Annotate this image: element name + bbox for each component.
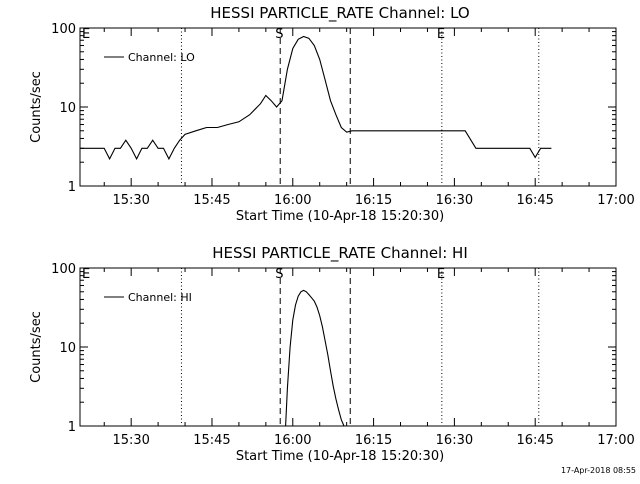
marker-label-e: E bbox=[437, 27, 445, 42]
chart-panel-2: HESSI PARTICLE_RATE Channel: HI 15:30 15:4… bbox=[29, 244, 635, 464]
y-tick-label: 10 bbox=[59, 341, 76, 356]
corner-marker-label: E bbox=[82, 267, 90, 282]
x-tick-label: 17:00 bbox=[597, 433, 634, 448]
x-tick-label: 16:00 bbox=[274, 193, 311, 208]
y-tick-label: 1 bbox=[68, 420, 76, 435]
corner-marker-label: E bbox=[82, 27, 90, 42]
x-tick-label: 16:15 bbox=[355, 433, 392, 448]
legend-label: Channel: HI bbox=[128, 291, 192, 304]
y-tick-label: 1 bbox=[68, 180, 76, 195]
chart-panel-1: HESSI PARTICLE_RATE Channel: LO 15:30 15:4… bbox=[29, 4, 635, 224]
y-tick-label: 100 bbox=[51, 262, 76, 277]
x-tick-label: 15:45 bbox=[193, 193, 230, 208]
x-tick-label: 15:30 bbox=[112, 433, 149, 448]
x-tick-label: 15:30 bbox=[112, 193, 149, 208]
chart-title: HESSI PARTICLE_RATE Channel: HI bbox=[212, 244, 468, 263]
timestamp-stamp: 17-Apr-2018 08:55 bbox=[560, 466, 636, 475]
x-axis-label: Start Time (10-Apr-18 15:20:30) bbox=[236, 449, 444, 464]
x-tick-label: 16:30 bbox=[436, 193, 473, 208]
x-tick-label: 16:45 bbox=[516, 433, 553, 448]
marker-label-e: E bbox=[437, 267, 445, 282]
y-axis-label: Counts/sec bbox=[29, 71, 44, 143]
x-axis-label: Start Time (10-Apr-18 15:20:30) bbox=[236, 209, 444, 224]
marker-label-s: S bbox=[275, 267, 283, 282]
legend-label: Channel: LO bbox=[128, 51, 195, 64]
series-line-channel-hi bbox=[285, 289, 345, 426]
chart-title: HESSI PARTICLE_RATE Channel: LO bbox=[210, 4, 469, 23]
y-axis-label: Counts/sec bbox=[29, 311, 44, 383]
x-tick-label: 16:30 bbox=[436, 433, 473, 448]
x-tick-label: 15:45 bbox=[193, 433, 230, 448]
y-tick-label: 100 bbox=[51, 22, 76, 37]
y-tick-label: 10 bbox=[59, 101, 76, 116]
marker-label-s: S bbox=[275, 27, 283, 42]
x-tick-label: 17:00 bbox=[597, 193, 634, 208]
x-tick-label: 16:00 bbox=[274, 433, 311, 448]
series-line-channel-lo bbox=[80, 35, 552, 161]
x-tick-label: 16:15 bbox=[355, 193, 392, 208]
x-tick-label: 16:45 bbox=[516, 193, 553, 208]
